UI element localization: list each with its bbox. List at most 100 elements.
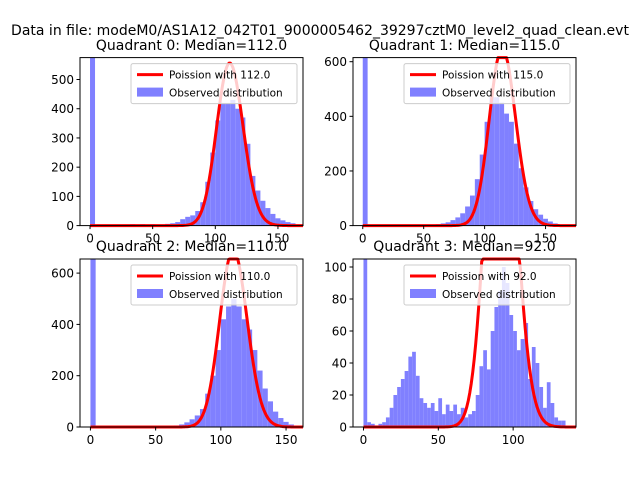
histogram-bar: [465, 206, 470, 226]
x-tick-label: 0: [86, 232, 94, 246]
y-tick-label: 40: [332, 357, 347, 371]
histogram-bar: [513, 331, 517, 427]
plot-area: 0 50 100 150 0 200 400 600 Poission with 115.0 Ob…: [324, 55, 577, 246]
y-tick-label: 400: [51, 102, 74, 116]
legend-label-poisson: Poission with 112.0: [169, 70, 270, 82]
y-tick-label: 400: [51, 318, 74, 332]
histogram-bar: [494, 97, 500, 226]
histogram-bar: [523, 187, 529, 226]
histogram-bar: [509, 315, 514, 427]
histogram-bar: [430, 403, 435, 427]
y-tick-label: 0: [66, 219, 74, 233]
histogram-bar: [419, 398, 424, 427]
subplot-title: Quadrant 3: Median=92.0: [373, 239, 555, 255]
histogram-bar: [265, 208, 271, 226]
x-tick-label: 100: [502, 433, 525, 447]
axes-frame: [352, 57, 577, 227]
histogram-bar: [378, 423, 383, 427]
histogram-bar: [220, 319, 227, 427]
histogram-bar: [226, 306, 232, 427]
legend-box: [130, 63, 298, 105]
histogram-bar: [479, 366, 484, 427]
histogram-bar: [543, 407, 547, 427]
histogram-bar: [457, 414, 461, 427]
histogram-bar: [367, 422, 371, 427]
plot-area: 0 50 100 0 20 40 60 80 100 Poission with 92.0 Obse…: [324, 257, 577, 447]
x-tick-label: 50: [416, 232, 431, 246]
histogram-bar: [215, 120, 221, 226]
histogram-bar: [505, 283, 510, 427]
histogram-bar: [241, 319, 247, 427]
histogram-bar: [252, 350, 258, 427]
histogram-bar: [484, 121, 490, 226]
histogram-bar: [278, 418, 284, 427]
histogram-bar: [408, 356, 413, 427]
histogram-bar: [235, 108, 241, 226]
subplot-title: Quadrant 1: Median=115.0: [369, 38, 560, 54]
histogram-bar: [270, 213, 276, 226]
histogram-bar: [546, 382, 551, 427]
histogram-bar: [273, 411, 279, 427]
legend-label-poisson: Poission with 92.0: [442, 271, 537, 283]
x-tick-label: 0: [360, 433, 368, 447]
histogram-bar: [539, 387, 544, 427]
histogram-bar: [370, 423, 375, 427]
subplot-title: Quadrant 0: Median=112.0: [96, 38, 287, 54]
plot-area: 0 50 100 150 0 100 200 300 400 500 Poission with 1…: [51, 57, 304, 246]
x-tick-label: 100: [473, 232, 496, 246]
histogram-bar: [245, 143, 251, 226]
axes-frame: [79, 258, 304, 428]
histogram-bar: [550, 403, 555, 427]
histogram-bar: [220, 102, 226, 226]
legend: Poission with 115.0 Observed distribution: [403, 63, 571, 105]
histogram-bar: [554, 417, 559, 427]
legend: Poission with 112.0 Observed distribution: [130, 63, 298, 105]
histogram-bar: [184, 422, 190, 427]
y-tick-label: 200: [324, 164, 347, 178]
histogram-bar: [434, 411, 439, 427]
histogram-bar: [185, 216, 191, 226]
histogram-bar: [438, 398, 443, 427]
legend-swatch-observed: [410, 289, 436, 298]
histogram-bar: [453, 404, 458, 427]
histogram-bar: [471, 411, 476, 427]
histogram-bar: [483, 350, 487, 427]
histogram-bar: [267, 401, 274, 427]
histogram-bar: [535, 363, 540, 427]
histogram-bar: [501, 267, 506, 427]
histogram-bar: [516, 350, 521, 427]
histogram-bar: [538, 214, 544, 226]
legend-label-observed: Observed distribution: [169, 88, 283, 100]
histogram-bar: [449, 411, 454, 427]
y-tick-label: 600: [324, 55, 347, 69]
histogram-bar: [528, 201, 534, 226]
histogram-bar: [450, 220, 456, 226]
histogram-bar: [215, 350, 221, 427]
subplot-quadrant-3: Quadrant 3: Median=92.0 0 50 100 0 20 40 60 80 1…: [324, 239, 577, 447]
legend: Poission with 92.0 Observed distribution: [403, 264, 571, 306]
y-tick-label: 300: [51, 131, 74, 145]
histogram-bar: [389, 407, 394, 427]
histogram-bar: [236, 306, 242, 427]
histogram-bar: [189, 419, 195, 427]
histogram-bar: [362, 57, 368, 226]
histogram-bar: [190, 215, 196, 226]
histogram-bar: [486, 369, 491, 427]
x-tick-label: 100: [204, 232, 227, 246]
histogram-bar: [363, 259, 368, 427]
histogram-bar: [250, 175, 256, 226]
y-tick-label: 80: [332, 293, 347, 307]
histogram-bar: [415, 375, 420, 427]
x-tick-label: 150: [266, 232, 289, 246]
histogram-bar: [490, 331, 495, 427]
histogram-bar: [547, 221, 553, 226]
legend-box: [403, 63, 571, 105]
histogram-bar: [205, 393, 211, 427]
x-tick-label: 150: [534, 232, 557, 246]
histogram-bar: [513, 143, 519, 226]
histogram-bar: [464, 417, 469, 427]
y-tick-label: 400: [324, 110, 347, 124]
histogram-bar: [393, 395, 398, 427]
histogram-bar: [468, 414, 472, 427]
